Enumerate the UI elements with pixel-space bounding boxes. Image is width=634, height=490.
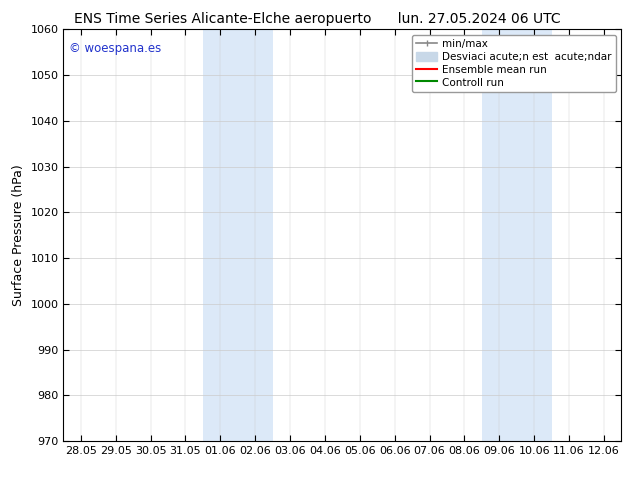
Legend: min/max, Desviaci acute;n est  acute;ndar, Ensemble mean run, Controll run: min/max, Desviaci acute;n est acute;ndar…	[412, 35, 616, 92]
Y-axis label: Surface Pressure (hPa): Surface Pressure (hPa)	[12, 164, 25, 306]
Bar	[203, 29, 273, 441]
Text: © woespana.es: © woespana.es	[69, 42, 161, 55]
Bar	[482, 29, 552, 441]
Text: ENS Time Series Alicante-Elche aeropuerto      lun. 27.05.2024 06 UTC: ENS Time Series Alicante-Elche aeropuert…	[74, 12, 560, 26]
